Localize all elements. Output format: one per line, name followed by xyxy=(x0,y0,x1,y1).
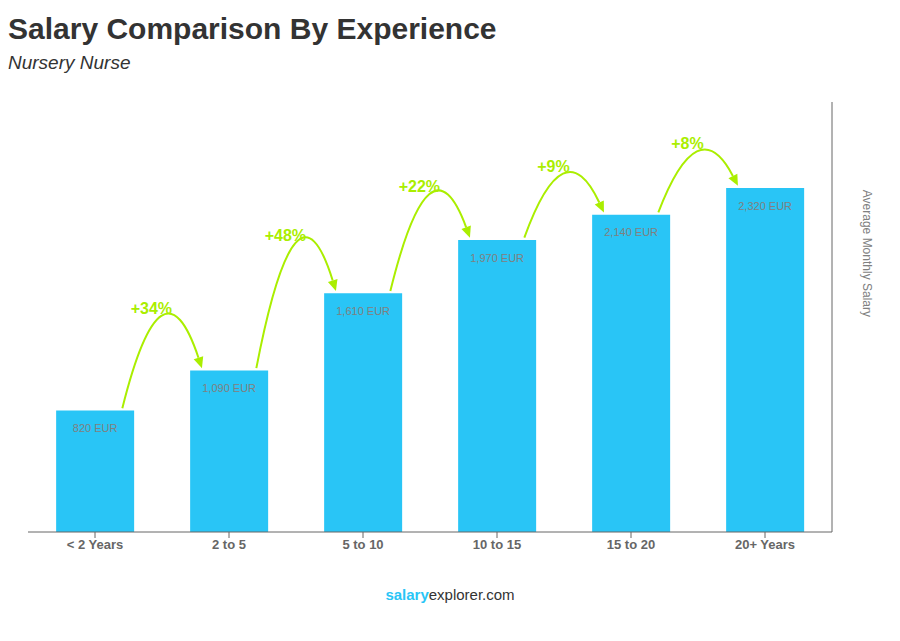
svg-text:+9%: +9% xyxy=(537,158,569,175)
svg-text:5 to 10: 5 to 10 xyxy=(342,537,383,552)
svg-text:+48%: +48% xyxy=(265,227,306,244)
svg-text:2 to 5: 2 to 5 xyxy=(212,537,246,552)
html-text:Nursery Nurse: Nursery Nurse xyxy=(8,52,131,73)
svg-text:1,610 EUR: 1,610 EUR xyxy=(336,305,390,317)
svg-text:820 EUR: 820 EUR xyxy=(73,422,118,434)
svg-text:1,970 EUR: 1,970 EUR xyxy=(470,252,524,264)
html-text:Salary Comparison By Experienc: Salary Comparison By Experience xyxy=(8,12,497,45)
svg-text:+22%: +22% xyxy=(399,178,440,195)
svg-text:Average Monthly Salary: Average Monthly Salary xyxy=(860,190,874,317)
svg-text:15 to 20: 15 to 20 xyxy=(607,537,655,552)
svg-text:+8%: +8% xyxy=(671,135,703,152)
svg-text:1,090 EUR: 1,090 EUR xyxy=(202,382,256,394)
html-text:salary explorer.com: salary explorer.com xyxy=(385,586,515,603)
svg-text:2,140 EUR: 2,140 EUR xyxy=(604,226,658,238)
svg-text:2,320 EUR: 2,320 EUR xyxy=(738,200,792,212)
svg-text:+34%: +34% xyxy=(131,300,172,317)
svg-text:20+ Years: 20+ Years xyxy=(735,537,795,552)
svg-text:< 2 Years: < 2 Years xyxy=(67,537,124,552)
svg-text:10 to 15: 10 to 15 xyxy=(473,537,521,552)
